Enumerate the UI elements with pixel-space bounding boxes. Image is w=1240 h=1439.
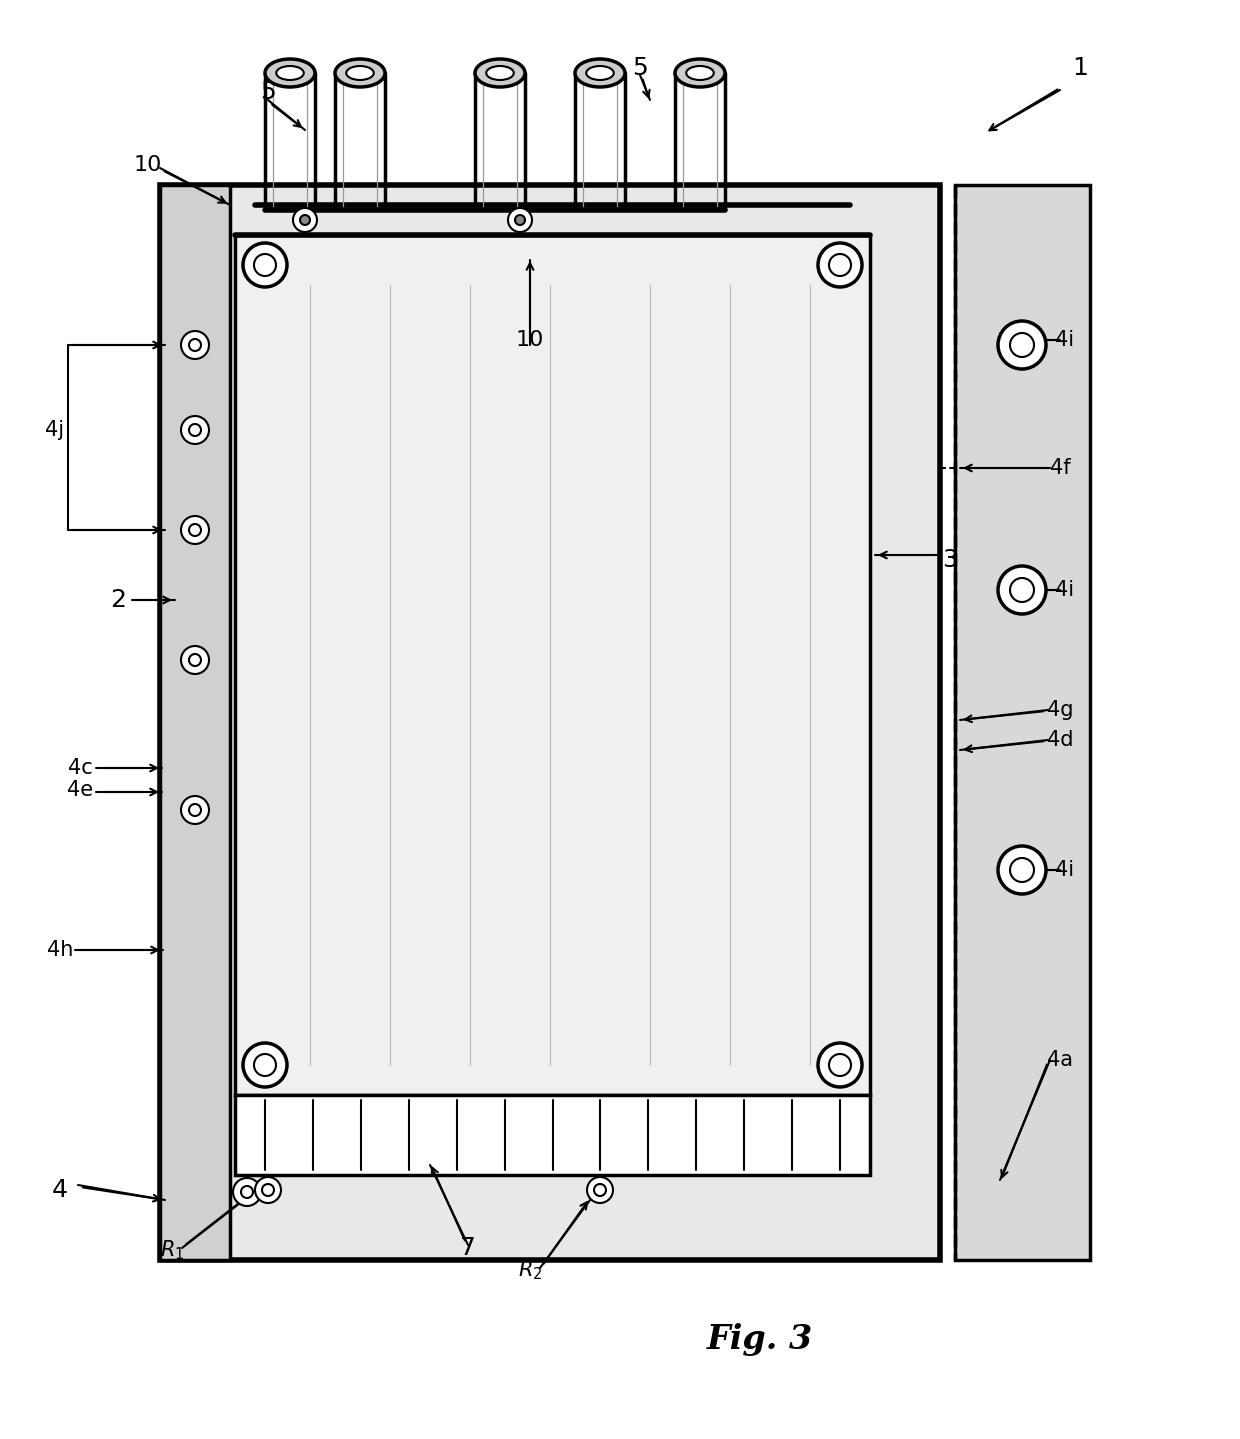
- Ellipse shape: [265, 59, 315, 86]
- Circle shape: [254, 1053, 277, 1076]
- Circle shape: [1011, 858, 1034, 882]
- Circle shape: [233, 1179, 260, 1206]
- Text: 5: 5: [632, 56, 647, 81]
- Circle shape: [300, 214, 310, 224]
- Text: 3: 3: [942, 548, 959, 571]
- Circle shape: [1011, 332, 1034, 357]
- Circle shape: [998, 846, 1047, 894]
- Text: 7: 7: [460, 1236, 476, 1261]
- Circle shape: [181, 517, 210, 544]
- Text: 10: 10: [248, 1183, 277, 1203]
- Ellipse shape: [575, 59, 625, 86]
- Ellipse shape: [486, 66, 513, 81]
- Circle shape: [181, 416, 210, 445]
- Circle shape: [515, 214, 525, 224]
- Ellipse shape: [686, 66, 714, 81]
- Circle shape: [262, 1184, 274, 1196]
- Ellipse shape: [277, 66, 304, 81]
- Circle shape: [181, 331, 210, 358]
- Circle shape: [818, 243, 862, 286]
- Text: 4g: 4g: [1047, 699, 1074, 720]
- Circle shape: [830, 1053, 851, 1076]
- Text: 4h: 4h: [47, 940, 73, 960]
- Circle shape: [1011, 578, 1034, 602]
- Circle shape: [181, 646, 210, 673]
- Text: $R_2$: $R_2$: [518, 1258, 542, 1282]
- Circle shape: [830, 255, 851, 276]
- Text: 4f: 4f: [1050, 458, 1070, 478]
- Bar: [236, 1095, 870, 1176]
- Text: 4i: 4i: [1055, 330, 1075, 350]
- Circle shape: [241, 1186, 253, 1199]
- Circle shape: [587, 1177, 613, 1203]
- Circle shape: [508, 209, 532, 232]
- Circle shape: [818, 1043, 862, 1086]
- Text: 4i: 4i: [1055, 580, 1075, 600]
- Circle shape: [188, 524, 201, 535]
- Circle shape: [188, 425, 201, 436]
- Bar: [236, 235, 870, 1095]
- Circle shape: [255, 1177, 281, 1203]
- Circle shape: [181, 796, 210, 825]
- Circle shape: [998, 566, 1047, 614]
- Text: $R_1$: $R_1$: [160, 1238, 185, 1262]
- Text: 5: 5: [260, 81, 275, 104]
- Text: 10: 10: [134, 155, 162, 176]
- Ellipse shape: [675, 59, 725, 86]
- Circle shape: [243, 1043, 286, 1086]
- Text: 4j: 4j: [46, 420, 64, 440]
- Text: 10: 10: [516, 330, 544, 350]
- Text: 1: 1: [1073, 56, 1087, 81]
- Bar: [160, 186, 229, 1261]
- Circle shape: [594, 1184, 606, 1196]
- Bar: [160, 186, 940, 1261]
- Ellipse shape: [335, 59, 384, 86]
- Circle shape: [254, 255, 277, 276]
- Text: 4c: 4c: [68, 758, 92, 778]
- Circle shape: [188, 340, 201, 351]
- Text: 4e: 4e: [67, 780, 93, 800]
- Text: Fig. 3: Fig. 3: [707, 1324, 813, 1357]
- Bar: [955, 186, 1090, 1261]
- Ellipse shape: [475, 59, 525, 86]
- Circle shape: [243, 243, 286, 286]
- Text: 4: 4: [52, 1179, 68, 1202]
- Circle shape: [188, 653, 201, 666]
- Circle shape: [188, 804, 201, 816]
- Text: 2: 2: [110, 589, 126, 612]
- Circle shape: [998, 321, 1047, 368]
- Text: 4i: 4i: [1055, 861, 1075, 881]
- Ellipse shape: [346, 66, 373, 81]
- Text: 4a: 4a: [1047, 1050, 1073, 1071]
- Text: 4d: 4d: [1047, 730, 1074, 750]
- Ellipse shape: [587, 66, 614, 81]
- Circle shape: [293, 209, 317, 232]
